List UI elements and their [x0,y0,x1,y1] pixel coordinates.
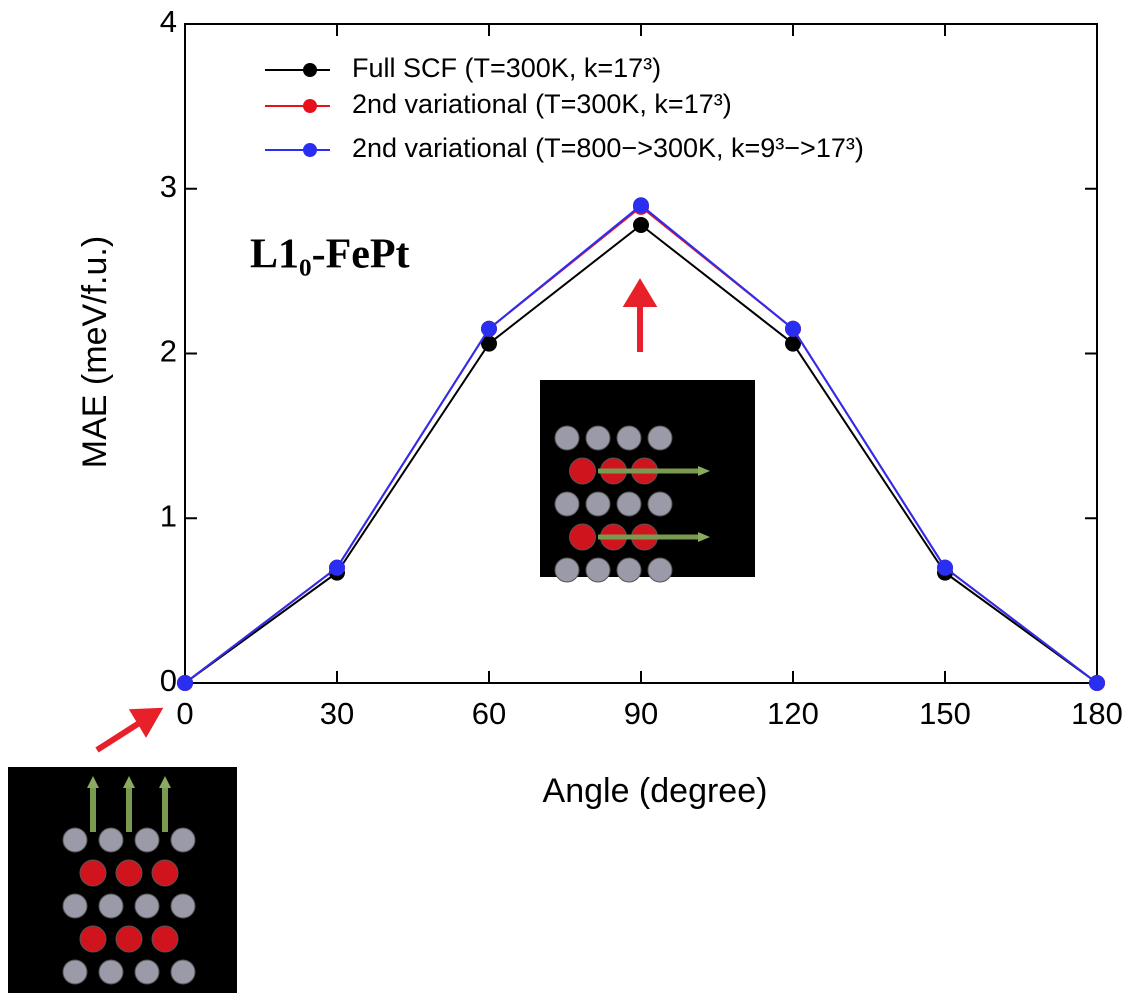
atom [134,959,160,985]
x-tick-label: 60 [472,696,506,731]
atom [647,557,673,583]
x-tick-label: 90 [624,696,658,731]
arrow-head [622,278,658,307]
atom [554,557,580,583]
moment-head [87,776,99,788]
atom [554,425,580,451]
atom [170,893,196,919]
x-tick-label: 30 [320,696,354,731]
atom [170,827,196,853]
data-point [1089,675,1105,691]
atom [647,425,673,451]
x-tick-label: 180 [1071,696,1123,731]
atom [585,425,611,451]
annotation: L1₀-FePt [250,232,410,278]
atom [170,959,196,985]
y-tick-label: 3 [160,169,177,204]
x-tick-label: 150 [919,696,971,731]
atom [616,557,642,583]
atom [115,859,143,887]
atom [79,925,107,953]
atom [585,557,611,583]
atom [554,491,580,517]
data-point [177,675,193,691]
arrows [95,278,658,753]
y-tick-label: 2 [160,334,177,369]
legend-label: Full SCF (T=300K, k=17³) [352,53,661,83]
data-point [481,335,497,352]
atom [98,893,124,919]
atom [115,925,143,953]
atom [585,491,611,517]
atom [62,827,88,853]
data-point [633,197,649,214]
legend-marker [303,143,317,157]
structure-image [8,767,237,993]
atom [79,859,107,887]
moment-head [159,776,171,788]
moment-head [698,466,710,476]
atom [647,491,673,517]
data-point [785,335,801,352]
data-point [633,216,649,233]
atom [151,925,179,953]
atom [134,893,160,919]
data-point [785,320,801,337]
legend-marker [303,63,317,77]
x-tick-label: 0 [176,696,193,731]
data-point [329,559,345,576]
arrow [95,717,146,753]
y-tick-label: 1 [160,498,177,533]
legend-label: 2nd variational (T=800−>300K, k=9³−>17³) [352,133,864,163]
atom [616,491,642,517]
y-tick-label: 4 [160,4,177,39]
atom [62,893,88,919]
moment-head [123,776,135,788]
legend-label: 2nd variational (T=300K, k=17³) [352,89,732,119]
atom [569,523,596,551]
atom [98,827,124,853]
arrow-head [128,707,164,738]
data-point [937,559,953,576]
x-tick-label: 120 [767,696,819,731]
atom [98,959,124,985]
legend-marker [303,99,317,113]
x-axis-label: Angle (degree) [543,772,768,810]
structure-image [540,380,755,583]
data-point [481,320,497,337]
y-tick-label: 0 [160,663,177,698]
moment-head [698,532,710,542]
atom [151,859,179,887]
atom [134,827,160,853]
atom [616,425,642,451]
atom [569,457,596,485]
y-axis-label: MAE (meV/f.u.) [76,236,114,468]
atom [62,959,88,985]
